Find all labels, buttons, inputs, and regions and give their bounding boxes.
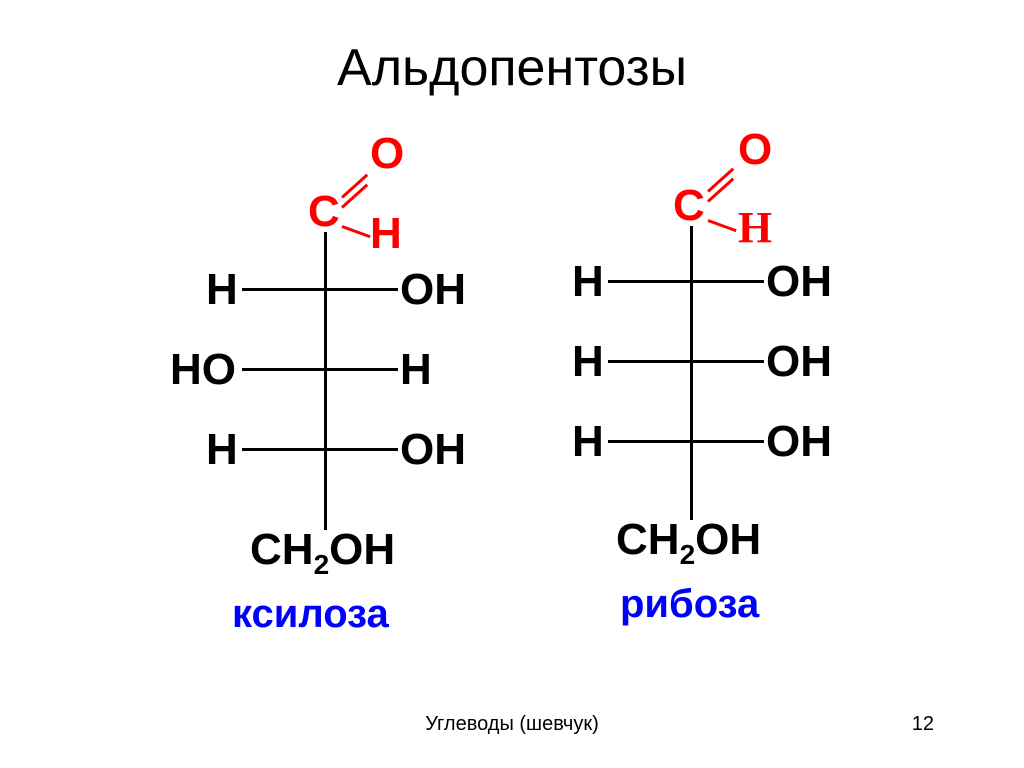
r-row2-right: OH — [766, 340, 832, 384]
slide-title: Альдопентозы — [0, 38, 1024, 98]
atom-c-aldehyde-r: C — [673, 184, 705, 228]
ch2oh-suffix: OH — [329, 525, 395, 574]
row2-bond-l — [242, 368, 324, 371]
atom-o-aldehyde-r: O — [738, 128, 772, 172]
molecule-xylose: C O H H OH HO H H OH CH2OH ксилоза — [190, 130, 490, 650]
r-row3-bond-l — [608, 440, 690, 443]
footer-text: Углеводы (шевчук) — [0, 713, 1024, 736]
row2-bond-r — [326, 368, 398, 371]
atom-o-aldehyde: O — [370, 132, 404, 176]
atom-c-aldehyde: C — [308, 190, 340, 234]
row2-right: H — [400, 348, 432, 392]
row3-bond-l — [242, 448, 324, 451]
molecule-ribose: C O Н H OH H OH H OH CH2OH рибоза — [560, 130, 860, 650]
r-row3-bond-r — [692, 440, 764, 443]
row3-bond-r — [326, 448, 398, 451]
r-row2-left: H — [572, 340, 604, 384]
r-row1-bond-r — [692, 280, 764, 283]
ch2oh-r: CH2OH — [616, 518, 761, 562]
ch2oh-sub: 2 — [314, 549, 330, 580]
backbone — [324, 232, 327, 530]
row2-left: HO — [170, 348, 236, 392]
row3-left: H — [206, 428, 238, 472]
r-row1-right: OH — [766, 260, 832, 304]
atom-h-aldehyde-r: Н — [738, 206, 772, 250]
r-row1-left: H — [572, 260, 604, 304]
slide: { "title": "Альдопентозы", "footer": "Уг… — [0, 0, 1024, 768]
r-row1-bond-l — [608, 280, 690, 283]
r-row2-bond-r — [692, 360, 764, 363]
ch2oh-suffix-r: OH — [695, 515, 761, 564]
ch2oh-sub-r: 2 — [680, 539, 696, 570]
page-number: 12 — [912, 713, 934, 736]
row1-bond-r — [326, 288, 398, 291]
row1-left: H — [206, 268, 238, 312]
ch2oh-prefix-r: CH — [616, 515, 680, 564]
bond-c-h-ald-r — [707, 219, 736, 232]
backbone-r — [690, 226, 693, 520]
row1-bond-l — [242, 288, 324, 291]
atom-h-aldehyde: H — [370, 212, 402, 256]
r-row2-bond-l — [608, 360, 690, 363]
row1-right: OH — [400, 268, 466, 312]
r-row3-right: OH — [766, 420, 832, 464]
row3-right: OH — [400, 428, 466, 472]
r-row3-left: H — [572, 420, 604, 464]
molecule-name-xylose: ксилоза — [232, 592, 389, 637]
ch2oh-prefix: CH — [250, 525, 314, 574]
bond-c-h-ald — [341, 225, 370, 238]
molecule-name-ribose: рибоза — [620, 582, 759, 627]
ch2oh: CH2OH — [250, 528, 395, 572]
